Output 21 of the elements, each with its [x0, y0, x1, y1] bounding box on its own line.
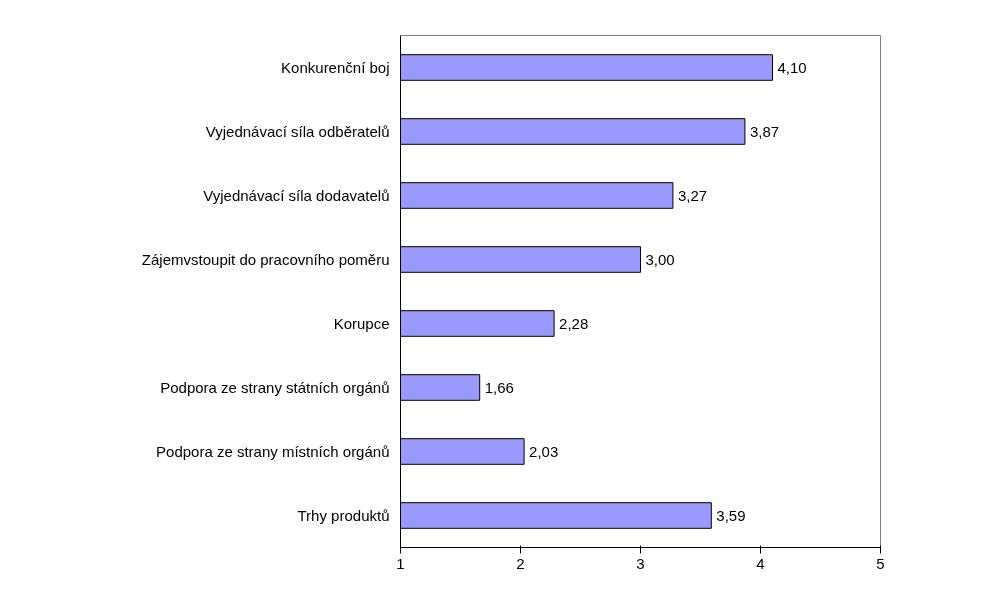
data-label: 3,27: [677, 186, 708, 204]
y-tick-label: Trhy produktů: [297, 507, 390, 524]
y-tick-label: Konkurenční boj: [281, 59, 390, 76]
y-tick-label: Vyjednávací síla odběratelů: [205, 123, 390, 140]
y-tick-label: Zájemvstoupit do pracovního poměru: [141, 251, 390, 268]
data-label: 2,03: [529, 442, 559, 460]
x-tick-label: 4: [756, 554, 765, 572]
y-tick-label: Vyjednávací síla dodavatelů: [203, 187, 390, 204]
y-tick-label: Podpora ze strany místních orgánů: [156, 443, 390, 460]
data-label: 3,87: [749, 122, 780, 140]
x-tick-label: 1: [396, 554, 405, 572]
data-label: 4,10: [777, 58, 807, 76]
y-tick-label: Podpora ze strany státních orgánů: [160, 379, 390, 396]
data-label: 3,00: [645, 250, 675, 268]
data-label: 1,66: [484, 378, 514, 396]
y-tick-label: Korupce: [333, 315, 390, 332]
x-tick-label: 5: [876, 554, 885, 572]
data-label: 3,59: [716, 506, 746, 524]
x-tick-label: 2: [516, 554, 525, 572]
data-label: 2,28: [559, 314, 589, 332]
x-tick-label: 3: [636, 554, 645, 572]
